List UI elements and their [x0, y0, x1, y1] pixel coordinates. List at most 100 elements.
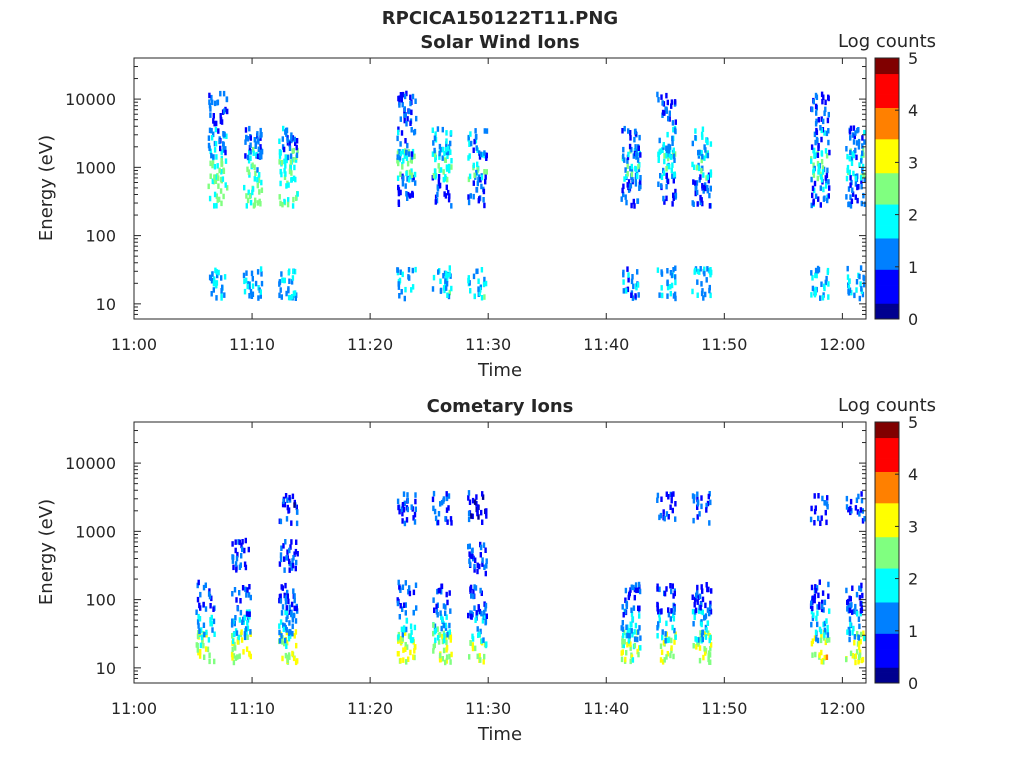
heatmap-cell — [700, 131, 704, 138]
heatmap-cell — [249, 155, 252, 161]
heatmap-cell — [406, 644, 409, 650]
heatmap-cell — [249, 594, 252, 601]
heatmap-cell — [404, 646, 407, 652]
heatmap-cell — [633, 629, 636, 635]
heatmap-cell — [627, 277, 630, 283]
heatmap-cell — [251, 283, 255, 289]
heatmap-cell — [673, 171, 676, 177]
heatmap-cell — [660, 183, 663, 189]
heatmap-cell — [625, 600, 628, 607]
heatmap-cell — [437, 639, 441, 645]
heatmap-cell — [705, 277, 708, 283]
heatmap-cell — [397, 504, 400, 511]
heatmap-cell — [210, 135, 214, 141]
heatmap-cell — [397, 129, 400, 136]
heatmap-cell — [397, 579, 400, 586]
heatmap-cell — [709, 141, 713, 147]
heatmap-cell — [475, 501, 478, 507]
heatmap-cell — [438, 182, 442, 189]
colorbar-segment — [875, 502, 899, 506]
heatmap-cell — [861, 146, 865, 153]
heatmap-cell — [207, 135, 211, 141]
heatmap-cell — [811, 275, 814, 281]
heatmap-cell — [213, 147, 217, 153]
heatmap-cell — [209, 617, 212, 623]
heatmap-cell — [209, 603, 212, 609]
colorbar-segment — [875, 455, 899, 459]
heatmap-cell — [445, 184, 448, 191]
heatmap-cell — [397, 634, 400, 640]
heatmap-cell — [699, 630, 702, 636]
heatmap-cell — [210, 152, 213, 159]
heatmap-cell — [700, 584, 703, 590]
heatmap-cell — [432, 622, 435, 628]
heatmap-cell — [231, 633, 234, 639]
heatmap-cell — [825, 275, 828, 282]
heatmap-cell — [216, 197, 219, 203]
heatmap-cell — [293, 136, 296, 143]
heatmap-cell — [248, 125, 251, 132]
heatmap-cell — [821, 603, 824, 610]
heatmap-cell — [695, 644, 698, 650]
heatmap-cell — [701, 183, 704, 189]
heatmap-cell — [257, 146, 260, 152]
heatmap-cell — [283, 640, 286, 647]
heatmap-cell — [826, 624, 829, 631]
heatmap-cell — [407, 589, 410, 595]
heatmap-cell — [260, 153, 263, 160]
heatmap-cell — [631, 295, 635, 301]
heatmap-cell — [246, 166, 249, 173]
heatmap-cell — [705, 175, 708, 181]
heatmap-cell — [636, 636, 639, 643]
heatmap-cell — [669, 583, 672, 589]
heatmap-cell — [667, 611, 671, 618]
colorbar-segment — [875, 287, 899, 291]
heatmap-cell — [854, 505, 858, 511]
heatmap-cell — [669, 147, 672, 153]
heatmap-cell — [409, 649, 412, 656]
colorbar-segment — [875, 68, 899, 72]
heatmap-cell — [630, 163, 633, 170]
heatmap-cell — [637, 629, 640, 635]
heatmap-cell — [860, 200, 863, 207]
heatmap-cell — [704, 185, 707, 192]
heatmap-cell — [812, 98, 815, 105]
heatmap-cell — [709, 634, 712, 641]
heatmap-cell — [638, 625, 641, 631]
heatmap-cell — [851, 151, 854, 157]
y-tick-label: 100 — [85, 591, 116, 610]
heatmap-cell — [671, 201, 674, 207]
colorbar-tick-label: 0 — [908, 310, 918, 329]
heatmap-cell — [473, 584, 476, 590]
heatmap-cell — [434, 627, 438, 634]
heatmap-cell — [449, 608, 452, 614]
heatmap-cell — [671, 120, 675, 126]
heatmap-cell — [708, 650, 711, 656]
heatmap-cell — [817, 515, 820, 522]
heatmap-cell — [405, 618, 409, 624]
heatmap-cell — [468, 280, 471, 286]
heatmap-cell — [279, 598, 283, 604]
heatmap-cell — [279, 619, 283, 625]
heatmap-cell — [438, 652, 442, 659]
heatmap-cell — [446, 599, 449, 606]
heatmap-cell — [657, 97, 660, 103]
heatmap-cell — [204, 646, 208, 652]
heatmap-cell — [284, 599, 288, 605]
heatmap-cell — [448, 265, 451, 271]
heatmap-cell — [414, 506, 417, 512]
colorbar-segment — [875, 81, 899, 85]
heatmap-cell — [213, 203, 216, 209]
colorbar-segment — [875, 165, 899, 169]
heatmap-cell — [285, 290, 288, 297]
heatmap-cell — [664, 631, 667, 637]
heatmap-cell — [468, 543, 471, 549]
heatmap-cell — [412, 174, 415, 181]
heatmap-cell — [857, 184, 860, 190]
cometary-ions-panel: Cometary Ions 11:00 11:10 11:20 11:30 11:40 1… — [36, 395, 936, 745]
colorbar-segment — [875, 99, 899, 103]
heatmap-cell — [708, 659, 711, 665]
heatmap-cell — [672, 612, 675, 619]
heatmap-cell — [208, 145, 211, 151]
heatmap-cell — [287, 508, 290, 514]
